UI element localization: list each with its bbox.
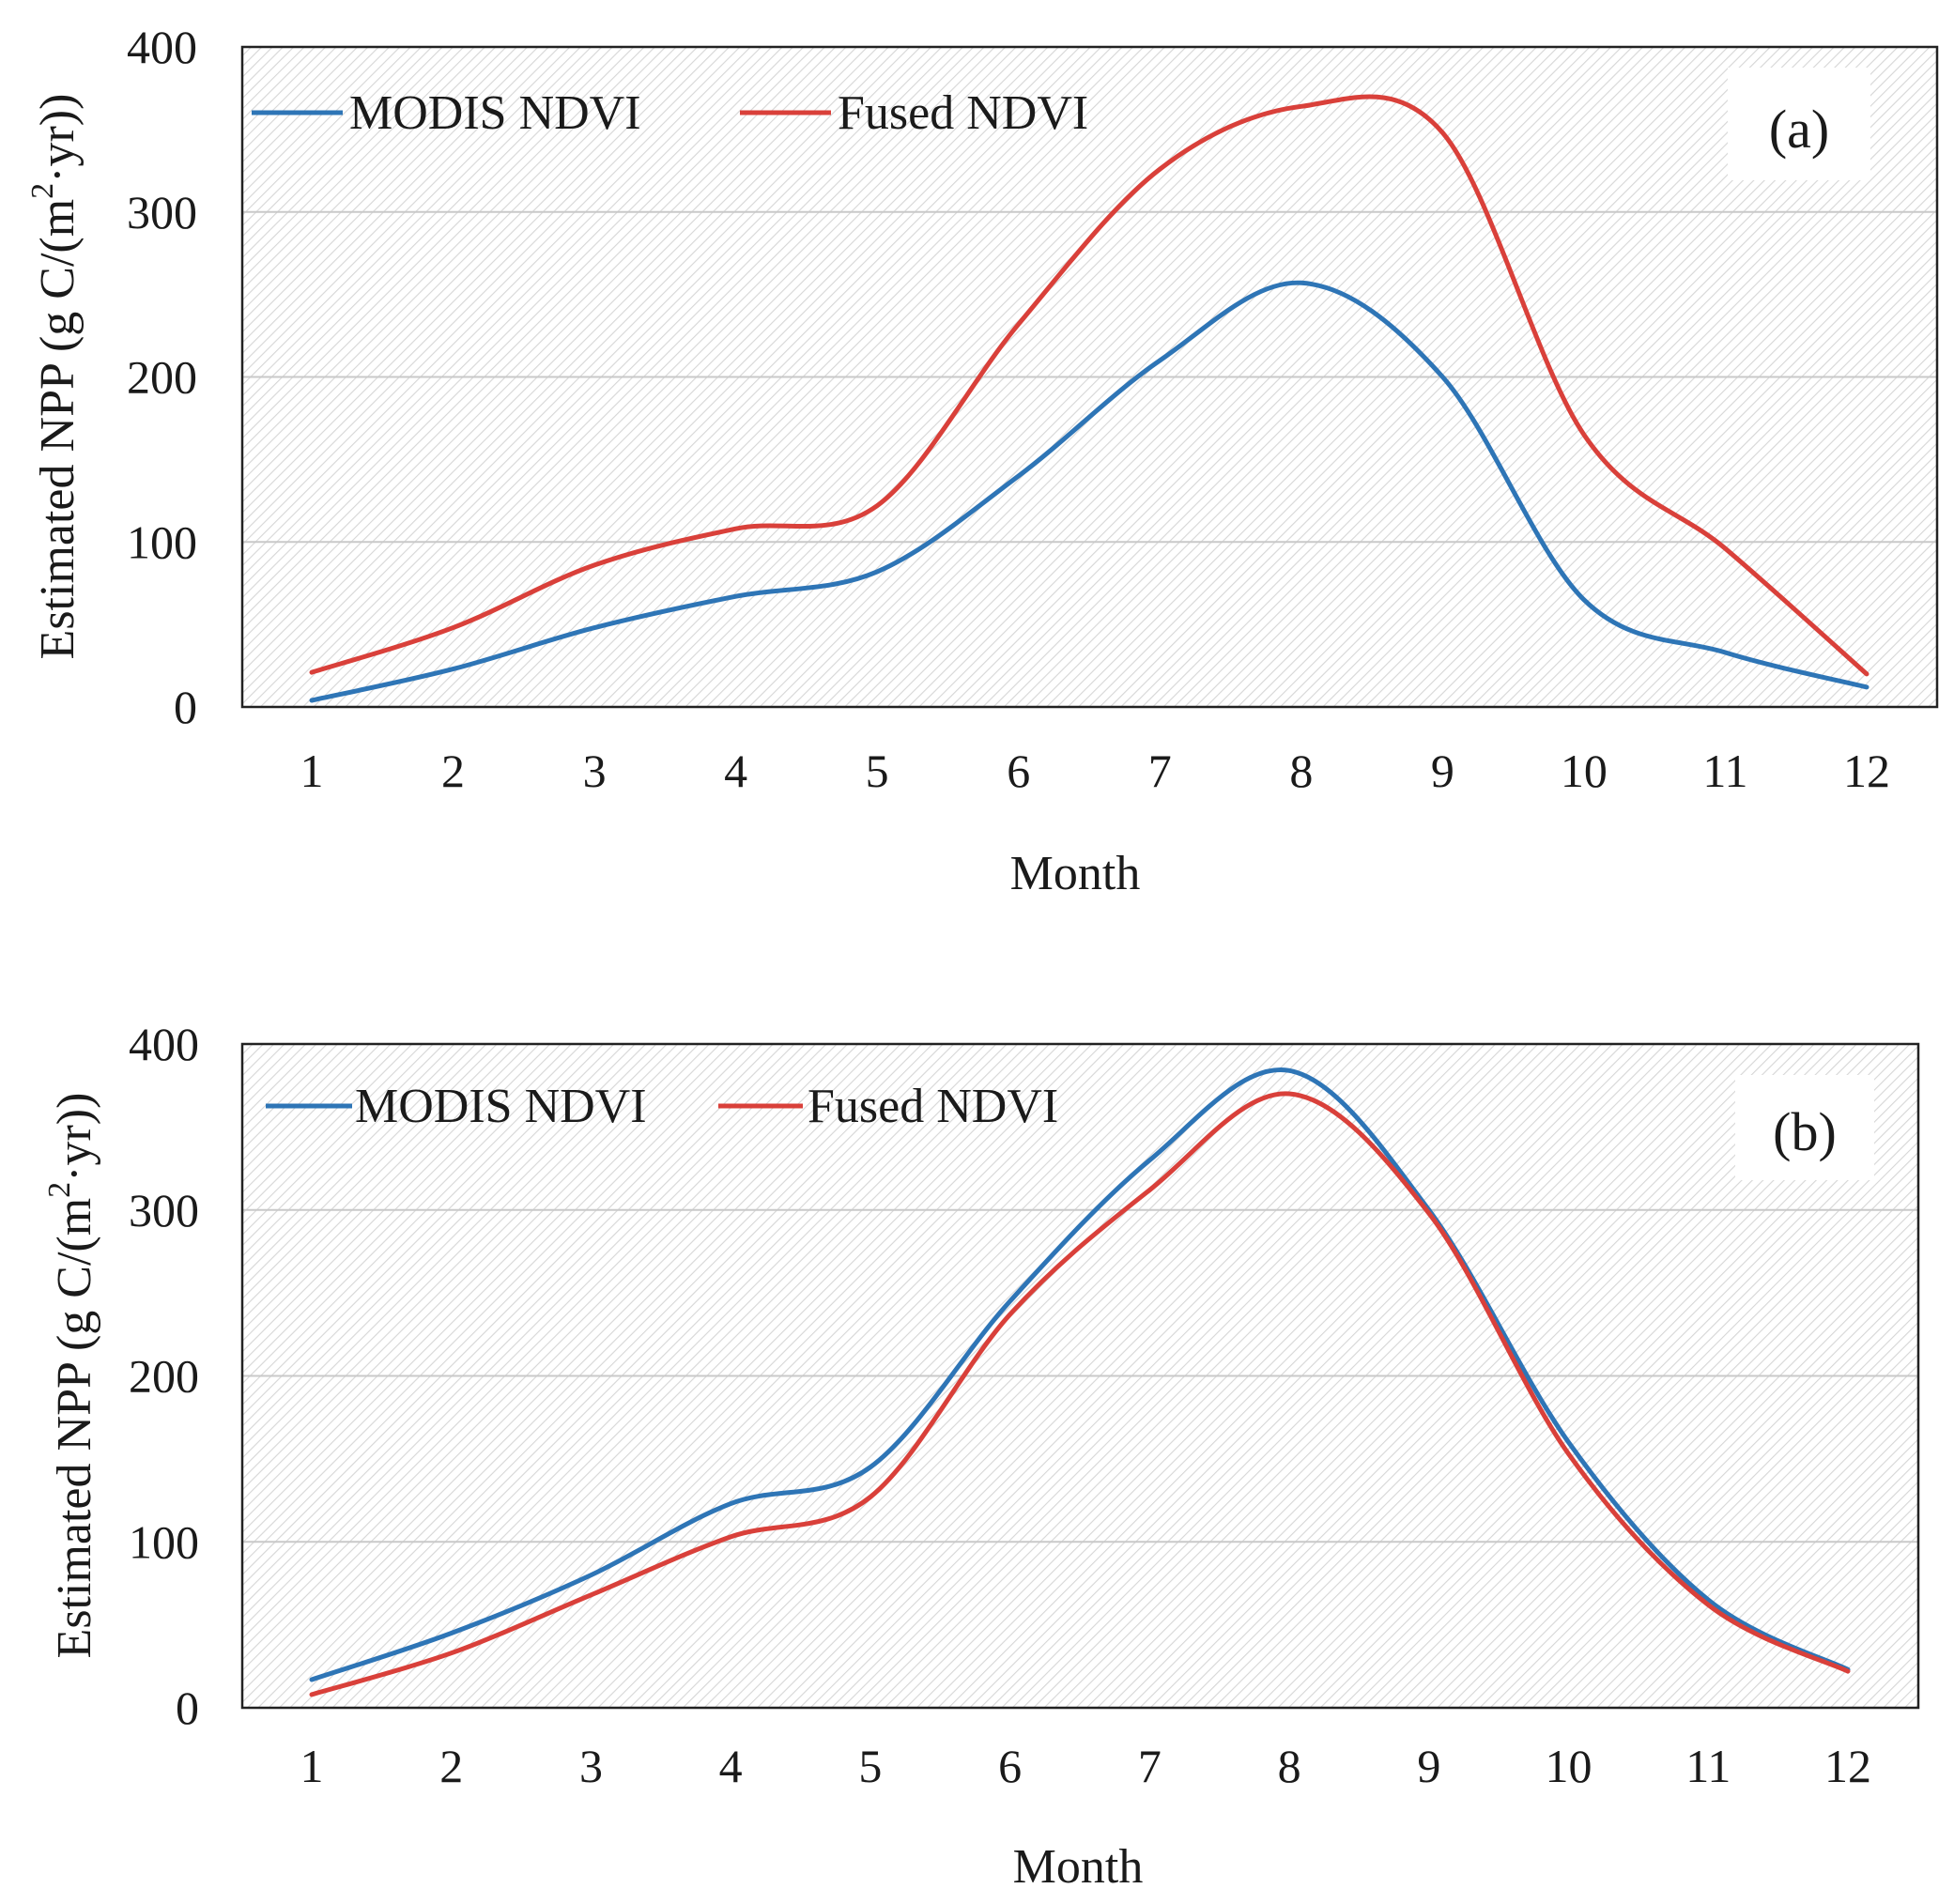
- y-tick-label: 100: [129, 1515, 199, 1568]
- y-tick-label: 400: [129, 1018, 199, 1070]
- x-axis-title: Month: [1010, 847, 1141, 900]
- series-line-fused-ndvi: [309, 94, 1869, 677]
- y-axis-title-tail: ·yr)): [48, 1093, 101, 1182]
- x-tick-label: 3: [583, 745, 607, 797]
- legend: MODIS NDVI Fused NDVI: [252, 86, 1088, 140]
- y-axis-title-superscript: 2: [42, 1182, 77, 1198]
- panel-tag: (b): [1773, 1101, 1837, 1162]
- x-tick-label: 3: [579, 1740, 603, 1792]
- y-tick-label: 400: [127, 21, 197, 73]
- x-tick-label: 4: [719, 1740, 743, 1792]
- y-axis-title-main: Estimated NPP (g C/(m: [31, 199, 85, 660]
- x-tick-label: 9: [1431, 745, 1454, 797]
- x-tick-label: 8: [1289, 745, 1313, 797]
- panel-tag: (a): [1769, 99, 1829, 160]
- y-axis-ticks: 0 100 200 300 400: [129, 1018, 199, 1734]
- y-tick-label: 0: [176, 1681, 199, 1734]
- x-tick-label: 2: [441, 745, 465, 797]
- x-tick-label: 2: [439, 1740, 463, 1792]
- x-tick-label: 11: [1702, 745, 1747, 797]
- series-line-modis-ndvi: [309, 280, 1869, 703]
- y-tick-label: 200: [129, 1350, 199, 1403]
- x-tick-label: 7: [1138, 1740, 1162, 1792]
- legend: MODIS NDVI Fused NDVI: [266, 1080, 1058, 1133]
- y-tick-label: 300: [127, 186, 197, 238]
- x-tick-label: 12: [1824, 1740, 1871, 1792]
- plot-frame: [240, 1042, 1920, 1710]
- x-tick-label: 10: [1546, 1740, 1592, 1792]
- legend-label-fused: Fused NDVI: [838, 86, 1088, 140]
- y-axis-title: Estimated NPP (g C/(m2·yr)): [42, 1093, 101, 1659]
- x-tick-label: 1: [300, 745, 324, 797]
- x-tick-label: 10: [1561, 745, 1608, 797]
- y-axis-title-tail: ·yr)): [31, 94, 85, 183]
- x-axis-ticks: 1 2 3 4 5 6 7 8 9 10 11 12: [300, 1740, 1872, 1792]
- series-lines: [309, 1067, 1851, 1697]
- x-tick-label: 6: [998, 1740, 1022, 1792]
- x-tick-label: 5: [866, 745, 889, 797]
- legend-label-modis: MODIS NDVI: [355, 1080, 647, 1133]
- x-tick-label: 11: [1685, 1740, 1731, 1792]
- legend-label-fused: Fused NDVI: [808, 1080, 1058, 1133]
- y-axis-title-superscript: 2: [25, 183, 60, 199]
- y-axis-title: Estimated NPP (g C/(m2·yr)): [25, 94, 85, 660]
- panel-tag-box: [1735, 1075, 1874, 1180]
- series-lines: [309, 94, 1869, 703]
- y-tick-label: 100: [127, 515, 197, 568]
- panel-tag-box: [1728, 68, 1870, 180]
- x-tick-label: 1: [300, 1740, 324, 1792]
- y-tick-label: 0: [174, 681, 197, 733]
- plot-frame: [240, 45, 1939, 709]
- y-tick-label: 300: [129, 1184, 199, 1236]
- series-line-modis-ndvi: [309, 1067, 1851, 1682]
- y-axis-ticks: 0 100 200 300 400: [127, 21, 197, 733]
- x-tick-label: 12: [1843, 745, 1890, 797]
- series-line-fused-ndvi: [309, 1091, 1851, 1697]
- x-tick-label: 8: [1278, 1740, 1301, 1792]
- x-axis-ticks: 1 2 3 4 5 6 7 8 9 10 11 12: [300, 745, 1891, 797]
- x-tick-label: 9: [1417, 1740, 1440, 1792]
- x-tick-label: 6: [1007, 745, 1030, 797]
- legend-label-modis: MODIS NDVI: [349, 86, 641, 140]
- y-tick-label: 200: [127, 351, 197, 404]
- x-tick-label: 7: [1148, 745, 1172, 797]
- x-tick-label: 4: [724, 745, 747, 797]
- x-tick-label: 5: [858, 1740, 882, 1792]
- x-axis-title: Month: [1013, 1840, 1144, 1894]
- y-axis-title-main: Estimated NPP (g C/(m: [48, 1198, 101, 1659]
